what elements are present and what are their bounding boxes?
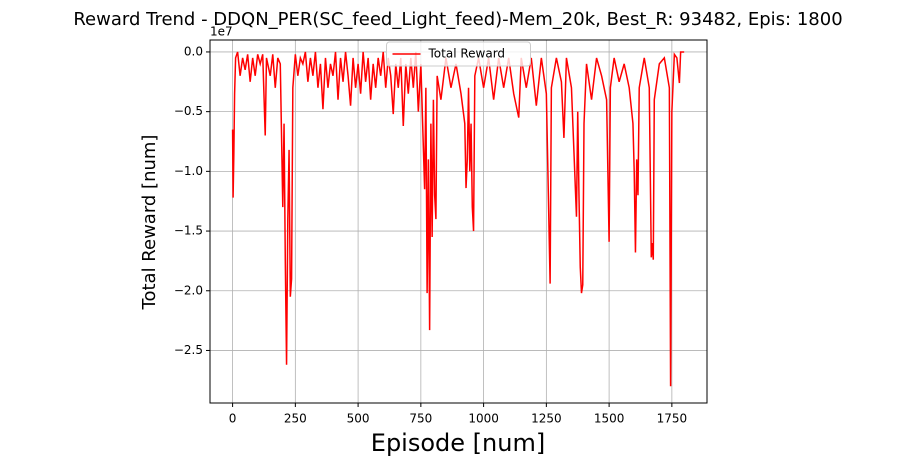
y-tick-label: −1.5 (174, 224, 203, 238)
y-tick-label: −2.0 (174, 283, 203, 297)
legend-box (386, 41, 531, 67)
y-tick-label: −1.0 (174, 164, 203, 178)
legend-label: Total Reward (428, 47, 506, 61)
line-series (231, 51, 685, 387)
y-axis-label: Total Reward [num] (139, 135, 160, 311)
y-tick-label: −0.5 (174, 104, 203, 118)
x-axis-label: Episode [num] (371, 429, 545, 457)
y-offset-label: 1e7 (210, 25, 233, 39)
plot-frame (209, 39, 708, 404)
x-tick-label: 1500 (594, 412, 625, 426)
legend: Total Reward (386, 41, 531, 67)
chart-title: Reward Trend - DDQN_PER(SC_feed_Light_fe… (73, 9, 842, 30)
x-tick-label: 1250 (531, 412, 562, 426)
x-tick-label: 750 (409, 412, 432, 426)
x-tick-label: 500 (347, 412, 370, 426)
y-tick-label: −2.5 (174, 343, 203, 357)
x-tick-label: 0 (229, 412, 237, 426)
x-tick-label: 250 (284, 412, 307, 426)
x-tick-label: 1000 (468, 412, 499, 426)
x-tick-label: 1750 (657, 412, 688, 426)
y-tick-label: 0.0 (184, 44, 203, 58)
